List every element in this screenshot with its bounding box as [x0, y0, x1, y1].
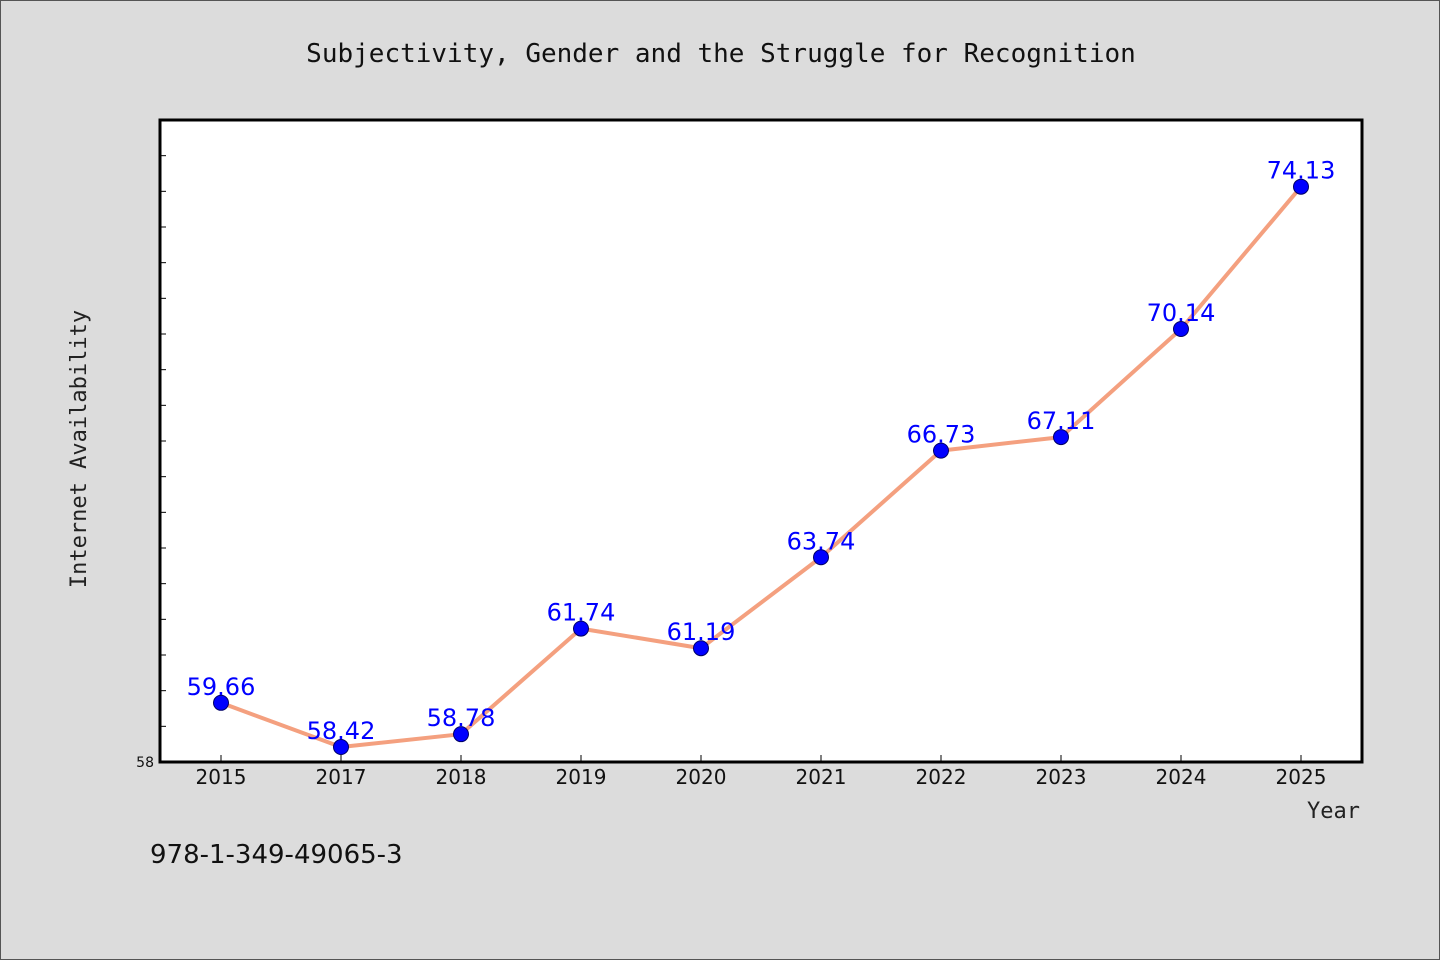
data-label: 58.42	[307, 717, 376, 745]
series-line	[219, 184, 1303, 750]
y-axis-tick-labels: 58	[136, 755, 154, 771]
data-label: 61.19	[667, 618, 736, 646]
y-axis-ticks	[160, 155, 166, 727]
x-axis-ticks	[220, 755, 1302, 762]
data-point-marker	[453, 726, 469, 743]
data-label: 58.78	[427, 704, 496, 732]
data-point-marker	[213, 694, 229, 711]
data-point-marker	[1293, 178, 1309, 195]
data-point-marker	[1173, 321, 1189, 338]
y-axis-label: Internet Availability	[67, 310, 92, 588]
data-point-marker	[1053, 429, 1069, 446]
x-tick-label: 2018	[436, 765, 487, 789]
x-tick-label: 2019	[556, 765, 607, 789]
data-label: 74.13	[1267, 157, 1336, 185]
series-markers	[213, 178, 1309, 756]
data-label: 66.73	[907, 421, 976, 449]
x-tick-label: 2020	[676, 765, 727, 789]
plot-area	[158, 118, 1364, 764]
data-point-marker	[573, 620, 589, 637]
x-axis-label: Year	[1307, 799, 1360, 824]
x-axis-tick-labels: 2015 2017 2018 2019 2020 2021 2022 2023 2024 2025	[196, 765, 1327, 789]
x-tick-label: 2024	[1156, 765, 1207, 789]
data-label: 67.11	[1027, 407, 1096, 435]
y-tick-label: 58	[136, 755, 154, 771]
data-labels: 59.66 58.42 58.78 61.74 61.19 63.74 66.73 67.11…	[187, 157, 1336, 745]
x-tick-label: 2022	[916, 765, 967, 789]
data-label: 61.74	[547, 599, 616, 627]
data-point-marker	[693, 640, 709, 657]
data-point-marker	[333, 739, 349, 756]
x-tick-label: 2025	[1276, 765, 1327, 789]
x-tick-label: 2017	[316, 765, 367, 789]
x-tick-label: 2021	[796, 765, 847, 789]
data-point-marker	[933, 442, 949, 459]
data-point-marker	[813, 549, 829, 566]
data-label: 70.14	[1147, 299, 1216, 327]
x-tick-label: 2023	[1036, 765, 1087, 789]
chart-title: Subjectivity, Gender and the Struggle fo…	[306, 39, 1136, 69]
data-label: 59.66	[187, 673, 256, 701]
isbn-text: 978-1-349-49065-3	[150, 840, 403, 870]
x-tick-label: 2015	[196, 765, 247, 789]
data-label: 63.74	[787, 527, 856, 555]
